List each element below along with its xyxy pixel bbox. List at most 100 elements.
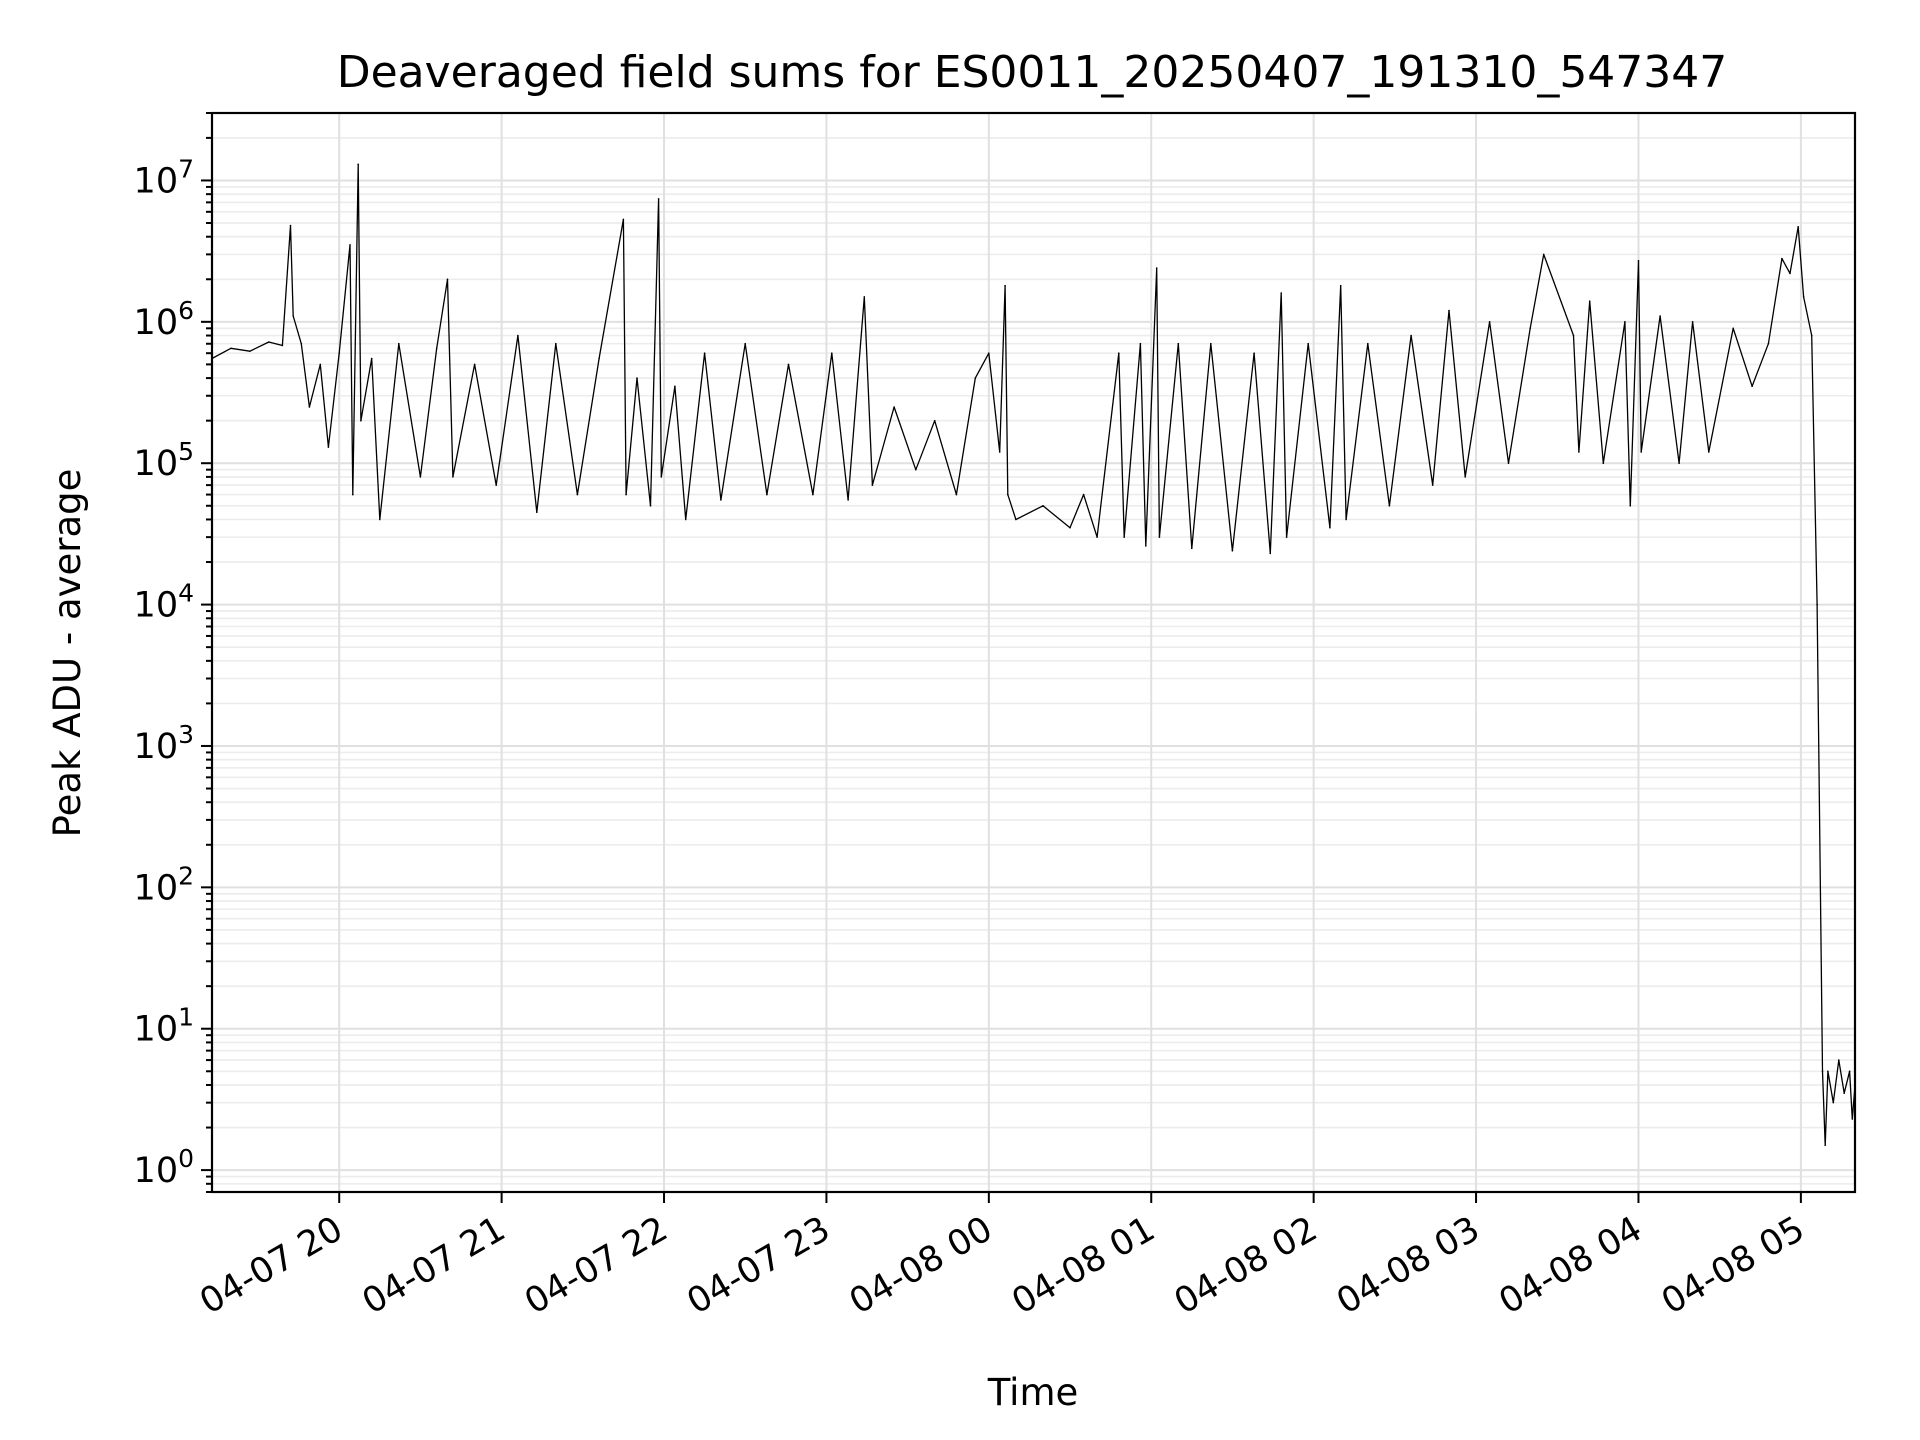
data-point	[1659, 315, 1661, 317]
data-point	[1155, 267, 1158, 269]
data-point	[1269, 552, 1272, 555]
data-point	[674, 385, 676, 388]
data-point	[352, 493, 354, 496]
x-tick-label: 04-08 04	[1493, 1209, 1649, 1322]
data-point	[289, 224, 292, 227]
data-point	[308, 406, 311, 408]
data-point	[495, 484, 498, 486]
data-point	[622, 218, 625, 221]
data-point	[349, 244, 351, 246]
data-point	[1285, 536, 1288, 538]
data-point	[915, 468, 917, 471]
data-point	[398, 342, 400, 345]
data-point	[744, 342, 746, 345]
data-point	[1821, 1070, 1824, 1073]
data-point	[576, 493, 579, 496]
data-point	[1118, 352, 1120, 355]
data-point	[1781, 257, 1783, 260]
data-point	[1431, 484, 1434, 486]
data-point	[1843, 1092, 1845, 1094]
y-tick-label: 100	[134, 1144, 194, 1191]
x-tick-label: 04-08 05	[1655, 1209, 1811, 1322]
data-point	[625, 493, 627, 496]
data-point	[1145, 545, 1147, 547]
data-point	[1797, 226, 1799, 228]
data-point	[1732, 327, 1734, 330]
data-point	[1339, 284, 1342, 287]
data-point	[1191, 547, 1193, 550]
data-point	[1529, 327, 1531, 330]
data-point	[1158, 536, 1161, 538]
data-point	[1139, 342, 1142, 345]
data-point	[1851, 1118, 1854, 1120]
data-point	[1832, 1101, 1835, 1104]
data-point	[703, 352, 706, 355]
data-point	[1691, 321, 1694, 323]
data-point	[1280, 292, 1282, 294]
data-point	[1367, 342, 1369, 345]
x-tick-label: 04-08 03	[1330, 1209, 1486, 1322]
data-point	[1307, 342, 1309, 345]
data-point	[357, 163, 360, 166]
x-tick-label: 04-07 20	[193, 1209, 349, 1322]
data-point	[370, 357, 373, 360]
data-point	[517, 334, 519, 337]
data-point	[446, 278, 449, 281]
data-point	[292, 315, 295, 317]
x-tick-label: 04-07 23	[681, 1209, 837, 1322]
data-point	[1789, 272, 1791, 275]
data-point	[863, 296, 866, 298]
data-point	[766, 493, 768, 496]
data-point	[1767, 342, 1770, 345]
data-point	[787, 363, 790, 366]
data-point	[1802, 296, 1805, 298]
series-line	[211, 163, 1856, 1146]
x-tick-label: 04-07 21	[356, 1209, 512, 1322]
data-point	[419, 476, 422, 478]
data-point	[1231, 550, 1234, 552]
data-point	[1488, 321, 1491, 323]
data-point	[1507, 462, 1510, 465]
y-tick-label: 104	[134, 579, 194, 626]
data-point	[1329, 526, 1331, 529]
data-point	[1810, 334, 1813, 337]
data-point	[1007, 493, 1009, 496]
data-point	[657, 198, 660, 200]
plot-frame	[210, 111, 1857, 1194]
data-point	[660, 476, 663, 478]
data-point	[338, 352, 341, 355]
y-axis: 100 101 102 103 104 105 106 107	[134, 112, 212, 1193]
data-point	[473, 363, 476, 366]
y-tick-label: 101	[134, 1003, 194, 1050]
data-point	[1448, 309, 1450, 312]
y-tick-label: 103	[134, 720, 194, 767]
data-point	[230, 347, 232, 350]
data-point	[1177, 342, 1180, 345]
data-point	[1578, 451, 1580, 453]
x-axis-label: Time	[987, 1371, 1079, 1414]
data-point	[1708, 451, 1710, 453]
x-tick-label: 04-08 00	[843, 1209, 999, 1322]
data-point	[1640, 451, 1642, 453]
data-point	[1542, 253, 1545, 256]
data-point	[268, 341, 270, 343]
data-point	[1345, 518, 1347, 521]
data-point	[1069, 526, 1071, 529]
data-point	[300, 342, 303, 345]
y-tick-label: 105	[134, 437, 194, 484]
data-point	[1464, 476, 1466, 478]
data-point	[955, 493, 958, 496]
data-point	[1848, 1070, 1851, 1073]
data-point	[1004, 284, 1006, 287]
data-point	[974, 377, 977, 379]
data-point	[1388, 505, 1391, 507]
data-point	[831, 352, 833, 355]
data-point	[893, 406, 895, 408]
x-tick-label: 04-07 22	[518, 1209, 674, 1322]
data-point	[281, 344, 284, 347]
data-point	[555, 342, 557, 345]
series-layer	[211, 163, 1856, 1146]
data-point	[988, 352, 990, 355]
data-point	[720, 499, 722, 501]
